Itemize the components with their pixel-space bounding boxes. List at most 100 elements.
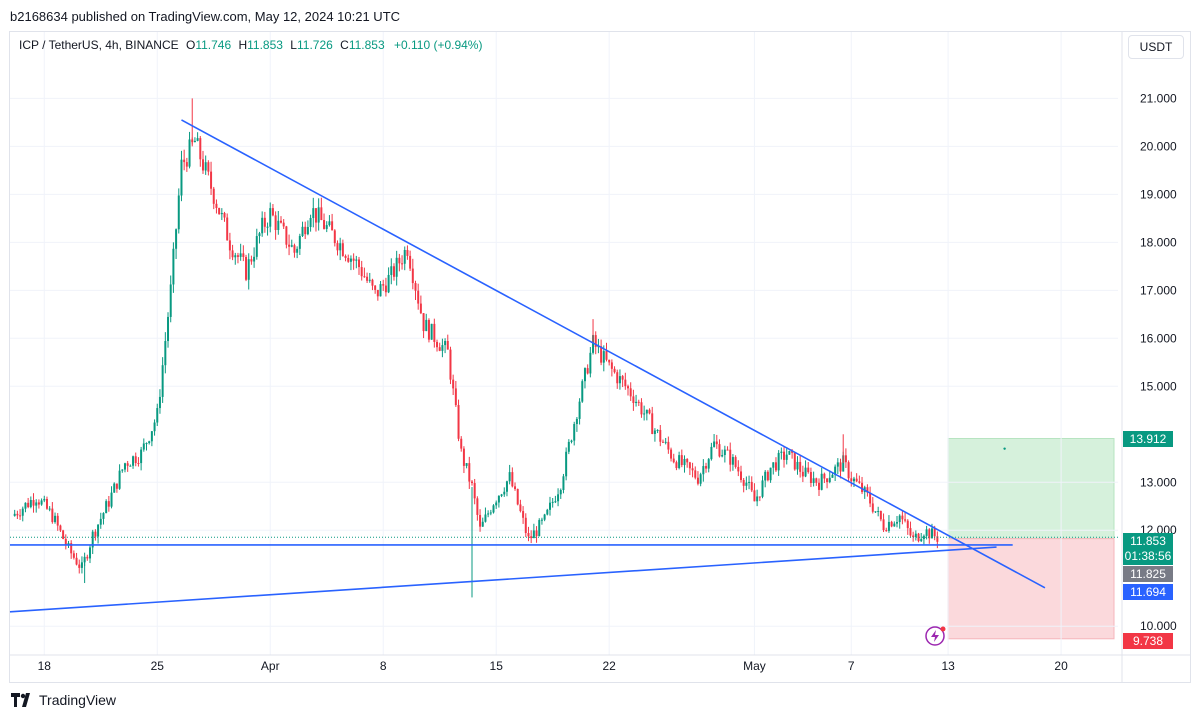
candle-body bbox=[745, 482, 748, 486]
candle-body bbox=[748, 481, 751, 483]
candle-body bbox=[861, 482, 864, 493]
candle-body bbox=[253, 256, 256, 262]
candle-body bbox=[433, 323, 436, 342]
candle-body bbox=[557, 494, 560, 502]
notification-dot bbox=[940, 626, 946, 632]
candle-body bbox=[936, 536, 939, 542]
candle-body bbox=[255, 236, 258, 257]
candle-body bbox=[917, 533, 920, 542]
candle-body bbox=[495, 502, 498, 506]
candle-body bbox=[296, 248, 299, 253]
candle-body bbox=[398, 257, 401, 264]
candle-body bbox=[40, 500, 43, 505]
candle-body bbox=[914, 533, 917, 537]
candle-body bbox=[699, 474, 702, 484]
candle-body bbox=[37, 502, 40, 505]
candle-body bbox=[635, 401, 638, 404]
candle-body bbox=[839, 462, 842, 472]
candle-body bbox=[56, 515, 59, 526]
candle-body bbox=[898, 515, 901, 523]
candle-body bbox=[608, 359, 611, 363]
candle-body bbox=[236, 255, 239, 257]
candle-body bbox=[320, 207, 323, 220]
candle-body bbox=[422, 313, 425, 332]
candle-body bbox=[570, 440, 573, 442]
candle-body bbox=[376, 289, 379, 297]
candle-body bbox=[729, 449, 732, 465]
target-zone bbox=[947, 437, 1115, 540]
candle-body bbox=[339, 243, 342, 251]
candle-body bbox=[242, 253, 245, 257]
candle-body bbox=[164, 341, 167, 366]
candle-body bbox=[290, 245, 293, 247]
candle-body bbox=[228, 240, 231, 251]
candle-body bbox=[643, 413, 646, 415]
candle-body bbox=[834, 466, 837, 475]
candle-body bbox=[479, 514, 482, 527]
candle-body bbox=[589, 352, 592, 374]
candle-body bbox=[444, 341, 447, 346]
candle-body bbox=[387, 274, 390, 293]
candle-body bbox=[306, 226, 309, 235]
y-tick-label: 20.000 bbox=[1140, 139, 1177, 153]
candle-body bbox=[218, 207, 221, 215]
candle-body bbox=[27, 502, 30, 508]
candle-body bbox=[123, 463, 126, 470]
x-tick-label: 7 bbox=[848, 659, 855, 673]
candle-body bbox=[395, 257, 398, 277]
candle-body bbox=[879, 511, 882, 520]
descending-trendline bbox=[181, 119, 1046, 589]
candle-body bbox=[696, 477, 699, 484]
open-key: O bbox=[185, 38, 196, 52]
candle-body bbox=[355, 259, 358, 261]
candle-body bbox=[847, 462, 850, 479]
candle-body bbox=[401, 263, 404, 265]
candle-body bbox=[409, 255, 412, 269]
candle-body bbox=[731, 457, 734, 465]
candle-body bbox=[820, 473, 823, 490]
candle-body bbox=[855, 478, 858, 482]
candle-body bbox=[317, 207, 320, 223]
candle-body bbox=[710, 446, 713, 460]
candle-body bbox=[761, 480, 764, 497]
candle-body bbox=[363, 276, 366, 278]
candle-body bbox=[758, 496, 761, 498]
candle-body bbox=[769, 467, 772, 481]
candle-body bbox=[438, 347, 441, 351]
candle-body bbox=[661, 441, 664, 443]
candle-body bbox=[80, 562, 83, 568]
x-tick-label: 20 bbox=[1054, 659, 1068, 673]
low-value: 11.726 bbox=[296, 38, 333, 52]
candle-body bbox=[97, 524, 100, 537]
candle-body bbox=[559, 490, 562, 495]
candle-body bbox=[86, 556, 89, 559]
candle-body bbox=[126, 463, 129, 466]
tradingview-logo[interactable]: TradingView bbox=[11, 692, 116, 708]
candle-body bbox=[575, 418, 578, 425]
candle-body bbox=[573, 424, 576, 441]
candle-body bbox=[349, 258, 352, 262]
currency-button[interactable]: USDT bbox=[1128, 35, 1184, 59]
candle-body bbox=[734, 457, 737, 467]
candle-body bbox=[94, 531, 97, 537]
candle-body bbox=[489, 512, 492, 514]
candle-body bbox=[231, 250, 234, 258]
candle-body bbox=[91, 531, 94, 548]
candle-body bbox=[371, 279, 374, 286]
candle-body bbox=[882, 519, 885, 531]
candle-body bbox=[777, 452, 780, 471]
candle-body bbox=[627, 386, 630, 389]
candle-body bbox=[19, 515, 22, 517]
candle-body bbox=[594, 335, 597, 347]
tradingview-brand: TradingView bbox=[39, 692, 117, 708]
candle-body bbox=[742, 479, 745, 486]
candle-body bbox=[844, 455, 847, 463]
candle-body bbox=[333, 230, 336, 244]
candle-body bbox=[384, 285, 387, 293]
candle-body bbox=[476, 498, 479, 515]
y-tick-label: 18.000 bbox=[1140, 235, 1177, 249]
chart-frame bbox=[9, 31, 1191, 683]
candle-body bbox=[468, 463, 471, 482]
candle-body bbox=[226, 217, 229, 241]
